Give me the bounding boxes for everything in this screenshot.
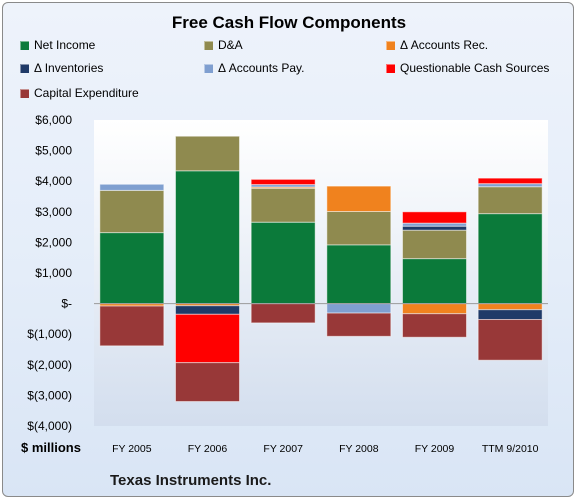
legend-item: Δ Accounts Rec.	[386, 38, 488, 52]
legend-label: Capital Expenditure	[34, 86, 139, 100]
bar-segment	[477, 303, 543, 311]
x-tick-label: FY 2006	[188, 443, 228, 455]
x-tick-label: FY 2007	[263, 443, 303, 455]
bar-segment	[250, 221, 316, 305]
bar-segment	[402, 313, 467, 338]
bar-segment	[250, 178, 316, 186]
bar-segment	[402, 303, 467, 315]
bar-segment	[402, 229, 467, 260]
y-tick-label: $(4,000)	[27, 419, 72, 433]
bar-segment	[477, 186, 543, 215]
bar-segment	[477, 309, 543, 321]
y-tick-label: $4,000	[35, 174, 72, 188]
bar-segment	[402, 225, 467, 231]
y-tick-label: $1,000	[35, 266, 72, 280]
bar-segment	[326, 312, 392, 337]
chart-title: Free Cash Flow Components	[171, 13, 407, 32]
bar-segment	[250, 303, 316, 324]
y-tick-label: $3,000	[35, 205, 72, 219]
legend-swatch	[386, 64, 395, 73]
x-tick-label: FY 2005	[112, 443, 152, 455]
legend-label: Δ Accounts Pay.	[218, 61, 305, 75]
legend-label: D&A	[218, 38, 243, 52]
bar-segment	[175, 362, 240, 403]
x-tick-label: FY 2009	[415, 443, 455, 455]
y-tick-label: $(3,000)	[27, 388, 72, 402]
legend-swatch	[386, 41, 395, 50]
bar-segment	[175, 170, 240, 305]
bar-segment	[402, 211, 467, 224]
legend-swatch	[20, 41, 29, 50]
bar-segment	[175, 135, 240, 172]
y-tick-label: $5,000	[35, 144, 72, 158]
bar-segment	[175, 313, 240, 364]
bar-segment	[99, 189, 165, 234]
plot-area	[94, 120, 548, 426]
bar-segment	[99, 183, 165, 191]
legend-label: Δ Accounts Rec.	[400, 38, 489, 52]
legend-swatch	[204, 41, 213, 50]
bar-segment	[250, 187, 316, 223]
x-tick-label: FY 2008	[339, 443, 379, 455]
bar-segment	[326, 244, 392, 305]
bar-segment	[99, 232, 165, 305]
bar-segment	[326, 303, 392, 314]
bar-segment	[477, 213, 543, 305]
bar-segment	[402, 258, 467, 305]
legend-swatch	[204, 64, 213, 73]
y-tick-label: $(1,000)	[27, 327, 72, 341]
legend-item: Net Income	[20, 38, 95, 52]
legend-item: Δ Inventories	[20, 61, 103, 75]
legend-label: Questionable Cash Sources	[400, 61, 550, 75]
bar-segment	[175, 305, 240, 315]
legend-item: Δ Accounts Pay.	[204, 61, 305, 75]
legend-swatch	[20, 89, 29, 98]
y-tick-label: $6,000	[35, 113, 72, 127]
y-unit-label: $ millions	[21, 440, 81, 455]
legend-item: Questionable Cash Sources	[386, 61, 549, 75]
chart-subtitle: Texas Instruments Inc.	[110, 472, 272, 489]
y-tick-label: $2,000	[35, 235, 72, 249]
legend-label: Δ Inventories	[34, 61, 104, 75]
y-tick-label: $(2,000)	[27, 358, 72, 372]
bar-segment	[477, 319, 543, 361]
bar-segment	[99, 305, 165, 347]
bar-segment	[477, 177, 543, 185]
bar-segment	[326, 210, 392, 246]
legend-swatch	[20, 64, 29, 73]
x-tick-label: TTM 9/2010	[482, 443, 539, 455]
legend-item: Capital Expenditure	[20, 86, 139, 100]
y-tick-label: $-	[61, 297, 72, 311]
legend-label: Net Income	[34, 38, 96, 52]
legend-item: D&A	[204, 38, 243, 52]
bar-segment	[326, 185, 392, 212]
